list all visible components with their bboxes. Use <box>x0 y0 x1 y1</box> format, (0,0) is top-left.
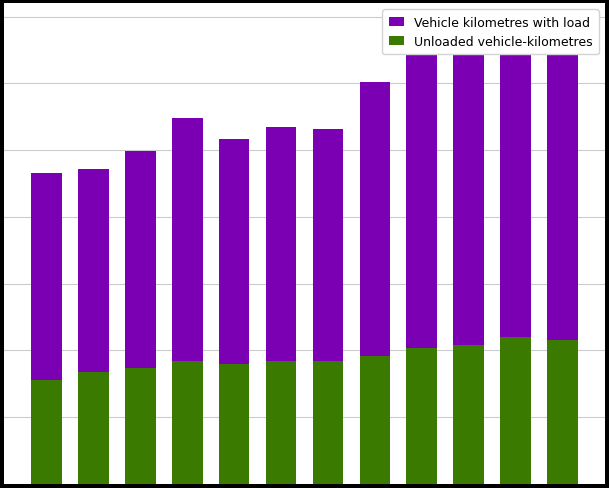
Bar <box>453 346 484 484</box>
Bar <box>406 348 437 484</box>
Bar <box>125 368 156 484</box>
Bar <box>172 361 203 484</box>
Bar <box>219 140 250 364</box>
Bar <box>219 364 250 484</box>
Bar <box>79 372 109 484</box>
Bar <box>172 119 203 361</box>
Bar <box>266 128 297 361</box>
Bar <box>32 173 62 380</box>
Bar <box>500 337 530 484</box>
Bar <box>125 152 156 368</box>
Bar <box>79 169 109 372</box>
Bar <box>359 83 390 356</box>
Bar <box>312 361 343 484</box>
Bar <box>547 340 577 484</box>
Bar <box>547 31 577 340</box>
Bar <box>32 380 62 484</box>
Bar <box>406 52 437 348</box>
Bar <box>500 34 530 337</box>
Bar <box>266 361 297 484</box>
Legend: Vehicle kilometres with load, Unloaded vehicle-kilometres: Vehicle kilometres with load, Unloaded v… <box>382 10 599 55</box>
Bar <box>359 356 390 484</box>
Bar <box>312 129 343 361</box>
Bar <box>453 39 484 346</box>
